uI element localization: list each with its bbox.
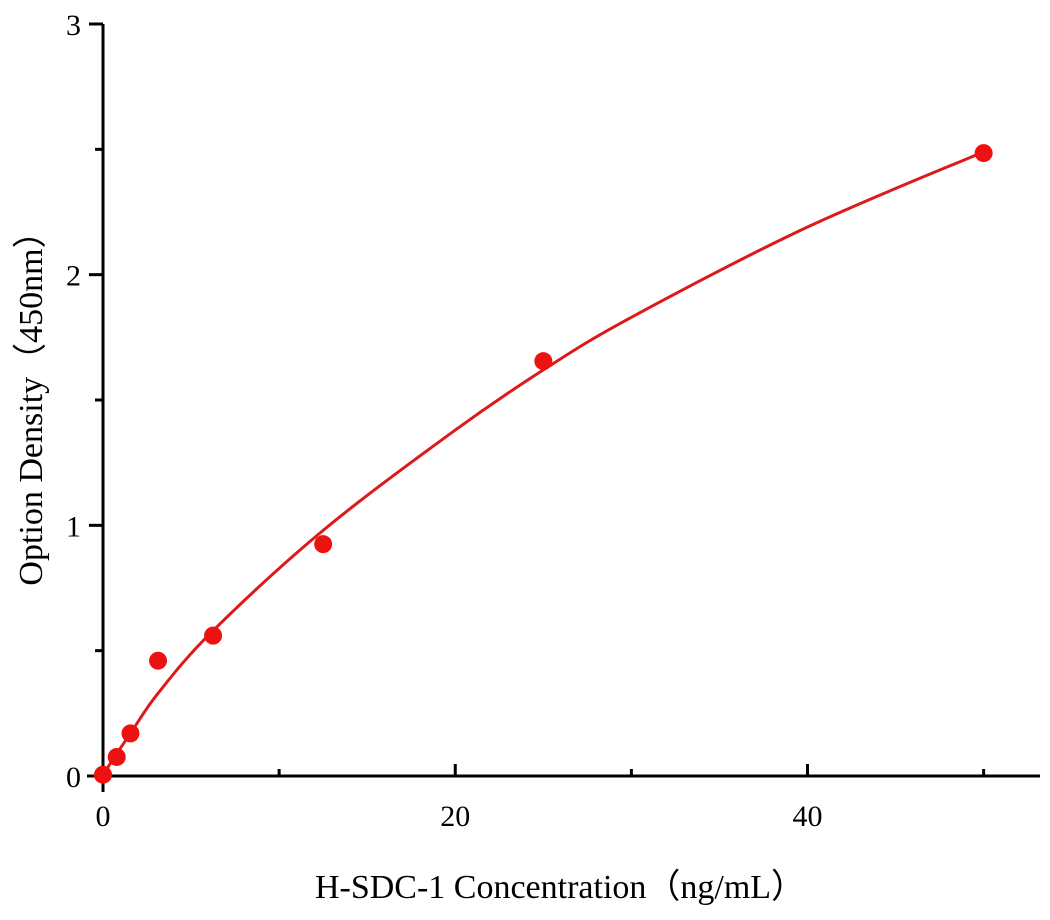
data-point bbox=[534, 352, 553, 371]
y-axis-label: Option Density（450nm） bbox=[12, 214, 50, 585]
axes: 0 20 40 0 1 2 3 bbox=[66, 9, 1040, 833]
data-point bbox=[974, 144, 993, 163]
x-tick-label: 20 bbox=[440, 800, 470, 833]
data-point bbox=[94, 765, 112, 784]
data-point bbox=[107, 747, 126, 766]
fit-curve bbox=[101, 150, 985, 777]
y-tick-label: 2 bbox=[66, 260, 81, 293]
data-points bbox=[94, 144, 993, 784]
data-point bbox=[204, 626, 223, 645]
x-axis-label: H-SDC-1 Concentration（ng/mL） bbox=[315, 868, 805, 906]
x-tick-label: 0 bbox=[96, 800, 111, 833]
y-tick-label: 3 bbox=[66, 9, 81, 42]
data-point bbox=[149, 651, 168, 670]
y-tick-label: 0 bbox=[66, 761, 81, 794]
y-tick-label: 1 bbox=[66, 510, 81, 543]
data-point bbox=[121, 724, 140, 743]
x-tick-label: 40 bbox=[793, 800, 823, 833]
data-point bbox=[314, 535, 333, 554]
